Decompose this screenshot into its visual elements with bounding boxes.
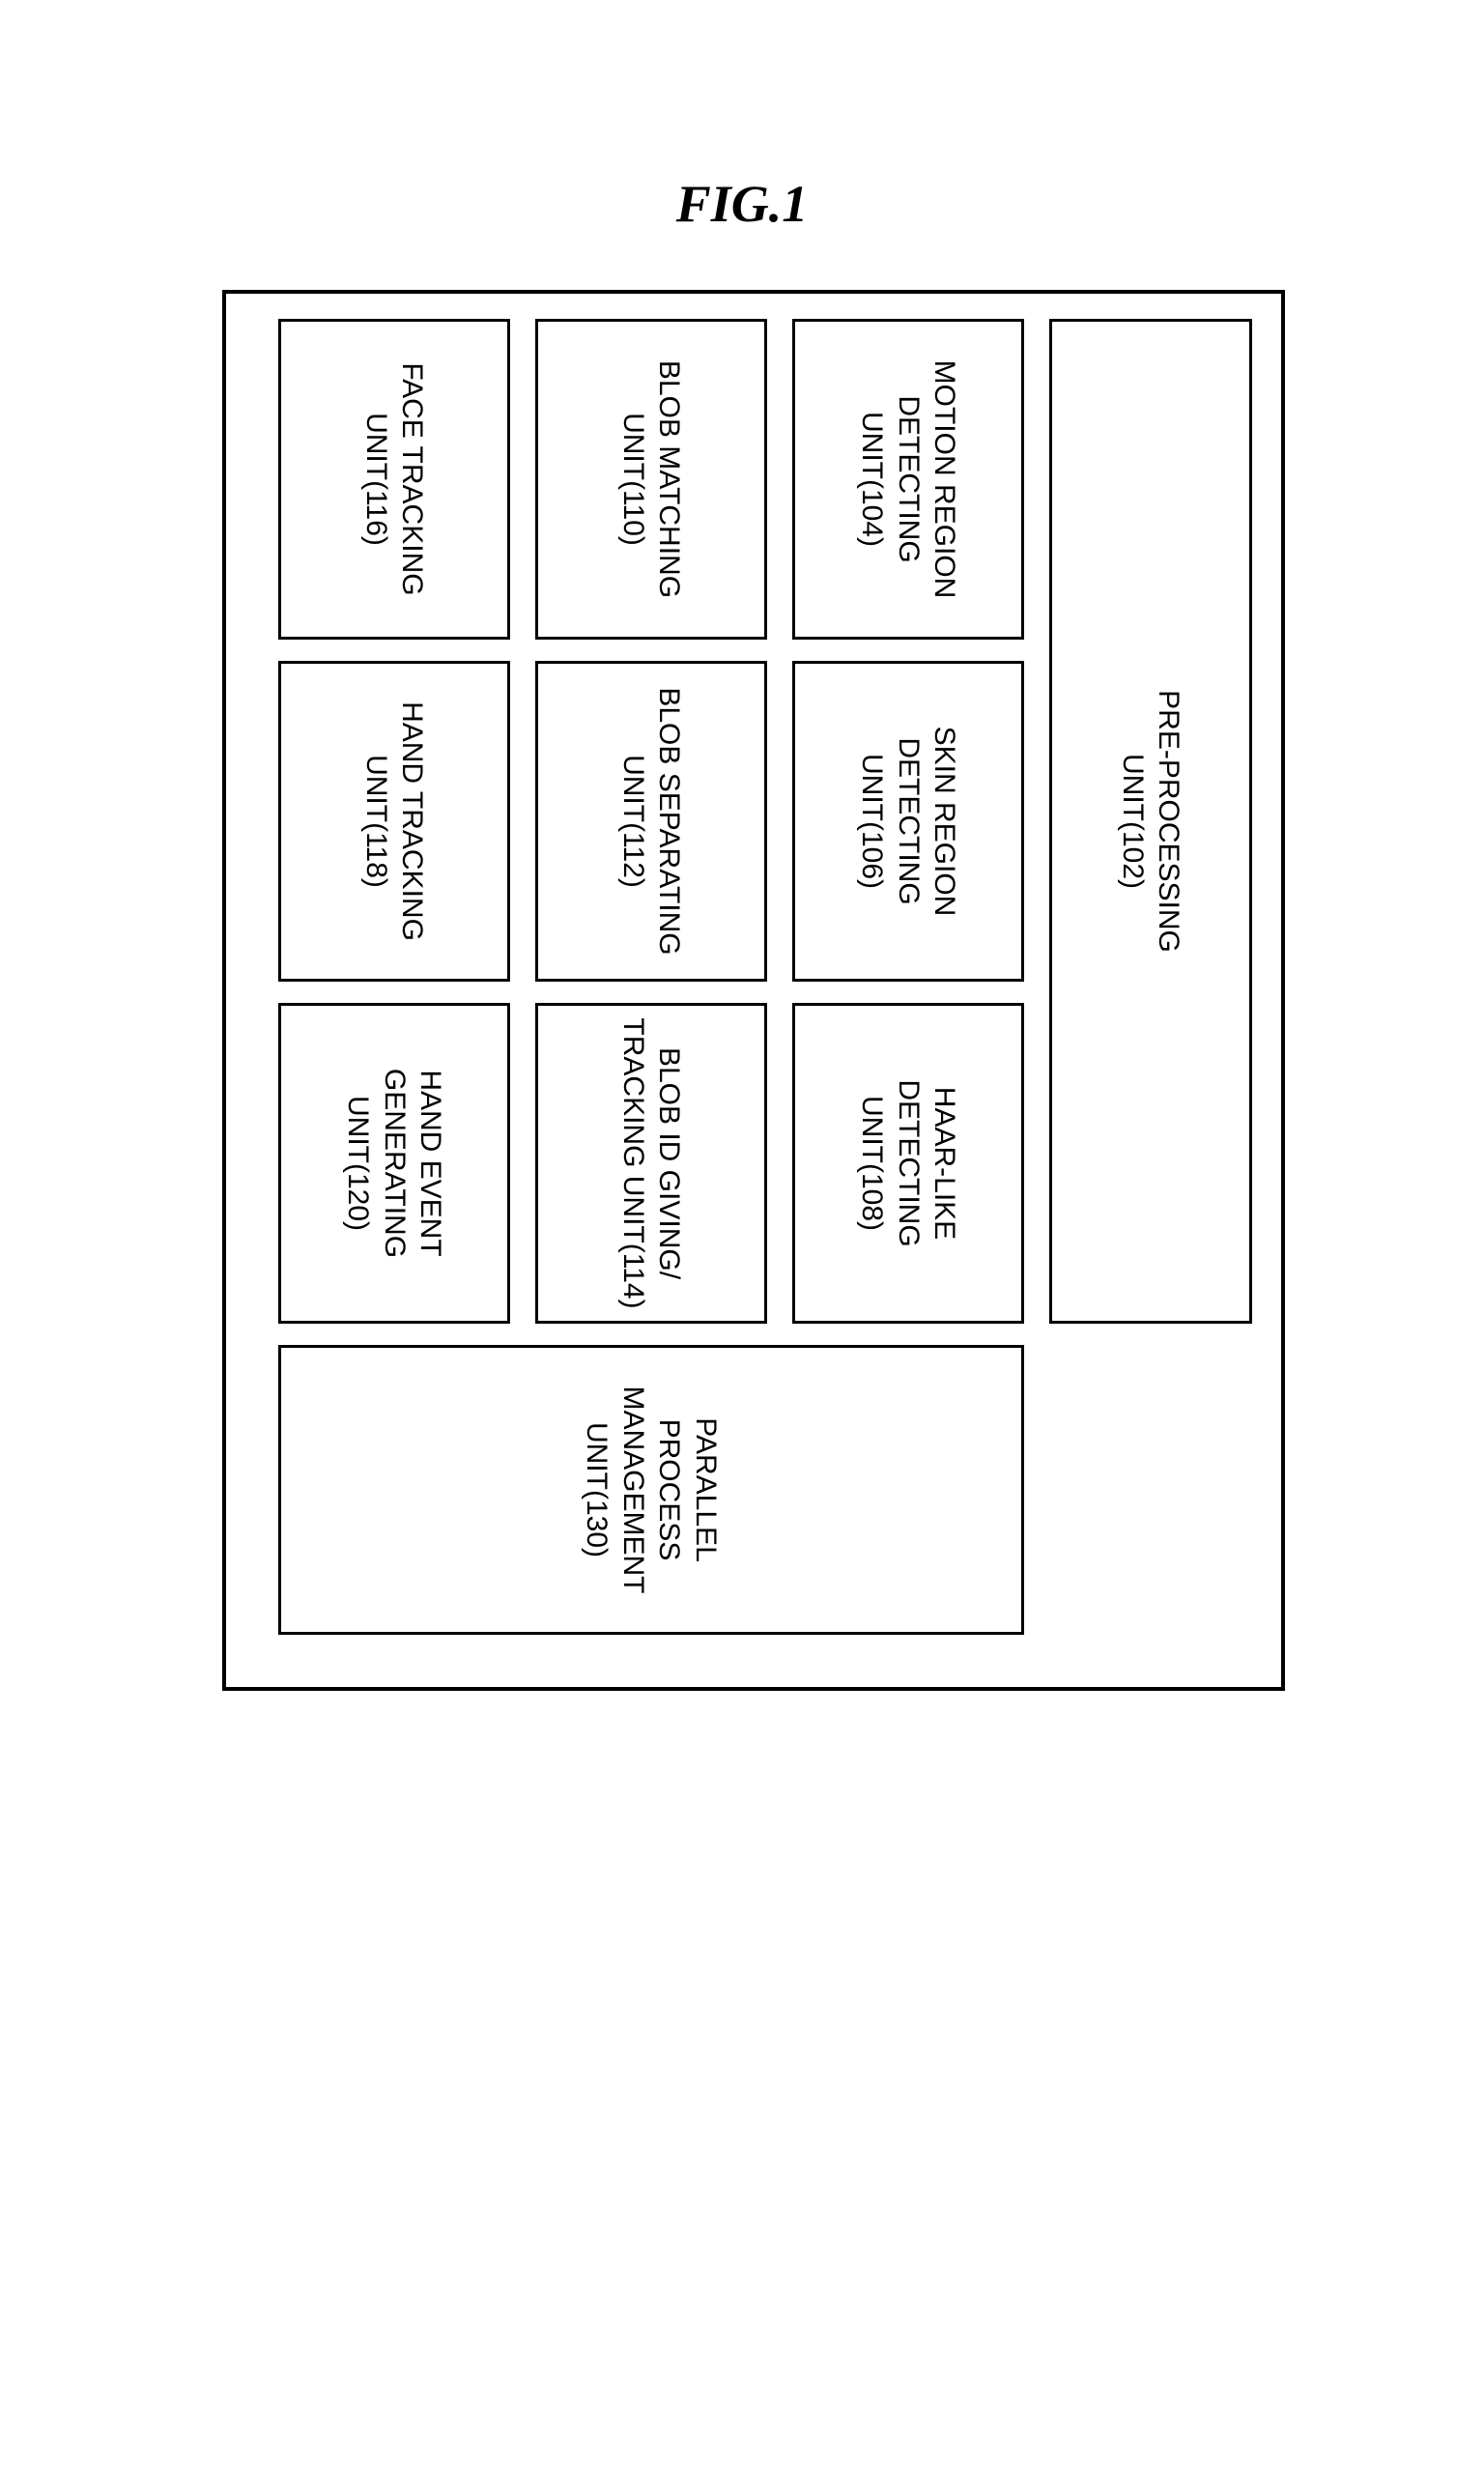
hand-event-generating-unit: HAND EVENT GENERATING UNIT(120) (278, 1003, 510, 1324)
block-label: PARALLEL PROCESS MANAGEMENT UNIT(130) (579, 1386, 724, 1593)
block-label: HAND TRACKING UNIT(118) (358, 701, 431, 941)
block-label: MOTION REGION DETECTING UNIT(104) (854, 331, 963, 627)
system-container: PRE-PROCESSING UNIT(102) MOTION REGION D… (222, 290, 1285, 1691)
blob-id-tracking-unit: BLOB ID GIVING/ TRACKING UNIT(114) (535, 1003, 767, 1324)
row-2: MOTION REGION DETECTING UNIT(104) SKIN R… (792, 319, 1024, 1324)
diagram: 100 PRE-PROCESSING UNIT(102) MOTION REGI… (53, 459, 1454, 1522)
hand-tracking-unit: HAND TRACKING UNIT(118) (278, 661, 510, 982)
face-tracking-unit: FACE TRACKING UNIT(116) (278, 319, 510, 640)
block-label: FACE TRACKING UNIT(116) (358, 362, 431, 595)
motion-region-detecting-unit: MOTION REGION DETECTING UNIT(104) (792, 319, 1024, 640)
skin-region-detecting-unit: SKIN REGION DETECTING UNIT(106) (792, 661, 1024, 982)
parallel-process-management-unit: PARALLEL PROCESS MANAGEMENT UNIT(130) (278, 1345, 1024, 1635)
grid-left: MOTION REGION DETECTING UNIT(104) SKIN R… (278, 319, 1024, 1324)
figure-title: FIG.1 (676, 174, 809, 234)
block-label: SKIN REGION DETECTING UNIT(106) (854, 673, 963, 969)
block-label: PRE-PROCESSING UNIT(102) (1115, 690, 1187, 953)
pre-processing-unit: PRE-PROCESSING UNIT(102) (1049, 319, 1252, 1324)
blob-matching-unit: BLOB MATCHING UNIT(110) (535, 319, 767, 640)
block-label: HAND EVENT GENERATING UNIT(120) (340, 1015, 449, 1311)
row-4: FACE TRACKING UNIT(116) HAND TRACKING UN… (278, 319, 510, 1324)
haar-like-detecting-unit: HAAR-LIKE DETECTING UNIT(108) (792, 1003, 1024, 1324)
row-1: PRE-PROCESSING UNIT(102) (1049, 319, 1252, 1662)
block-label: BLOB ID GIVING/ TRACKING UNIT(114) (615, 1017, 688, 1308)
block-label: BLOB SEPARATING UNIT(112) (615, 687, 688, 955)
page: FIG.1 100 PRE-PROCESSING UNIT(102) MOTIO… (0, 0, 1484, 2486)
block-label: BLOB MATCHING UNIT(110) (615, 360, 688, 598)
lower-area: MOTION REGION DETECTING UNIT(104) SKIN R… (278, 319, 1024, 1662)
row-3: BLOB MATCHING UNIT(110) BLOB SEPARATING … (535, 319, 767, 1324)
blob-separating-unit: BLOB SEPARATING UNIT(112) (535, 661, 767, 982)
block-label: HAAR-LIKE DETECTING UNIT(108) (854, 1015, 963, 1311)
